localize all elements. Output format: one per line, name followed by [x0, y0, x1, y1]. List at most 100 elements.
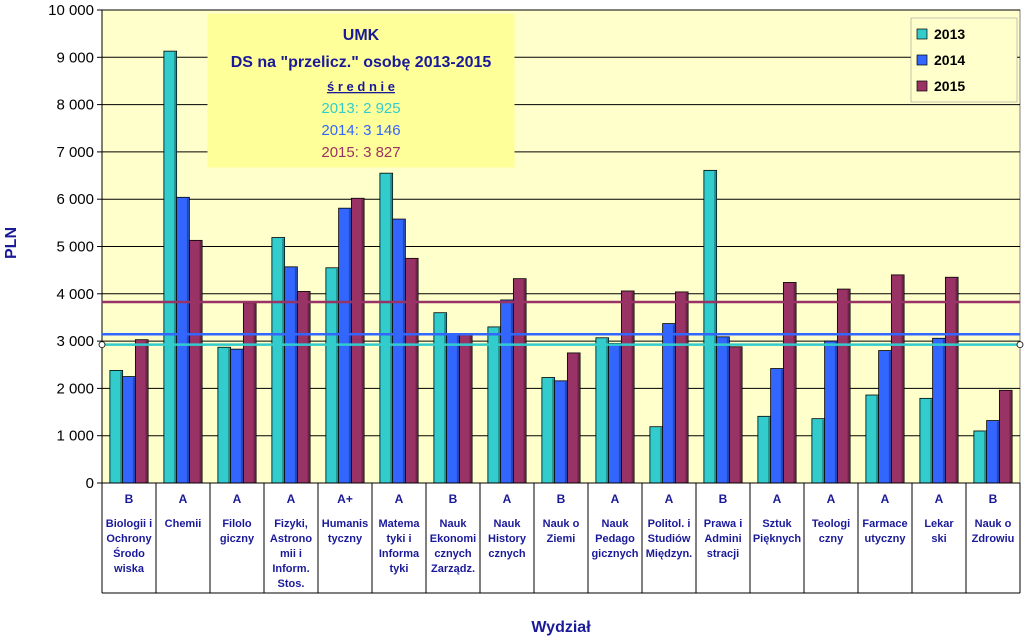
category-label: Teologi: [812, 518, 850, 530]
category-label: Środo: [113, 547, 145, 560]
category-label: Admini: [704, 533, 741, 545]
category-label: Nauk: [440, 518, 468, 530]
x-axis: [101, 482, 1021, 594]
category-label: Informa: [379, 548, 420, 560]
average-line-endpoint: [98, 341, 106, 349]
bar-shade-2015-16: [1009, 391, 1012, 483]
category-grade: A: [503, 492, 512, 506]
y-tick-label: 9 000: [56, 49, 94, 66]
bar-shade-2014-2: [240, 350, 243, 483]
bar-shade-2014-11: [726, 337, 729, 483]
bar-shade-2013-14: [876, 396, 879, 483]
bar-shade-2013-12: [768, 417, 771, 483]
legend: 2013 2014 2015: [910, 17, 1018, 103]
y-tick-label: 5 000: [56, 239, 94, 256]
category-label: Międzyn.: [646, 548, 692, 560]
category-grade: A: [179, 492, 188, 506]
bar-shade-2014-9: [618, 344, 621, 483]
category-label: Nauk: [494, 518, 522, 530]
bar-shade-2013-4: [336, 268, 339, 483]
category-label: Prawa i: [704, 518, 743, 530]
category-label: tyki i: [386, 533, 411, 545]
y-tick-label: 3 000: [56, 333, 94, 350]
category-label: czny: [819, 533, 844, 545]
category-grade: B: [989, 492, 998, 506]
category-label: cznych: [434, 548, 472, 560]
category-label: Matema: [379, 518, 421, 530]
category-label: tyki: [390, 563, 409, 575]
bar-shade-2013-1: [174, 52, 177, 483]
y-axis-ticks: 0 1 000 2 000 3 000 4 000 5 000 6 000 7 000 8 00…: [48, 2, 103, 492]
category-grade: A+: [337, 492, 353, 506]
category-label: Zarządz.: [431, 563, 475, 575]
bar-shade-2014-7: [510, 300, 513, 483]
annotation-box: UMK DS na "przelicz." osobę 2013-2015 ś …: [207, 13, 515, 168]
category-label: Ekonomi: [430, 533, 476, 545]
bar-shade-2013-0: [120, 371, 123, 483]
category-label: Zdrowiu: [972, 533, 1015, 545]
bar-shade-2015-4: [361, 199, 364, 483]
bar-shade-2013-3: [282, 238, 285, 483]
category-label: Astrono: [270, 533, 312, 545]
category-grade: A: [611, 492, 620, 506]
legend-background: [910, 17, 1018, 103]
category-label: Ziemi: [547, 533, 576, 545]
bar-shade-2014-15: [942, 339, 945, 483]
bar-shade-2014-16: [996, 421, 999, 483]
bar-shade-2015-13: [847, 290, 850, 483]
bar-shade-2015-3: [307, 292, 310, 483]
bar-shade-2013-7: [498, 327, 501, 483]
bar-shade-2015-6: [469, 335, 472, 483]
bar-shade-2015-1: [199, 241, 202, 483]
category-label: Pięknych: [753, 533, 802, 545]
averages-heading: ś r e d n i e: [327, 79, 395, 94]
y-tick-label: 10 000: [48, 2, 94, 19]
bar-shade-2015-0: [145, 340, 148, 483]
category-grade: A: [233, 492, 242, 506]
bar-shade-2014-4: [348, 209, 351, 483]
category-grade: A: [395, 492, 404, 506]
bar-shade-2015-10: [685, 292, 688, 483]
category-label: Fizyki,: [274, 518, 308, 530]
category-label: tyczny: [328, 533, 363, 545]
bar-shade-2013-10: [660, 427, 663, 483]
bar-shade-2014-13: [834, 342, 837, 483]
category-label: Nauk o: [543, 518, 580, 530]
annotation-subtitle: DS na "przelicz." osobę 2013-2015: [231, 54, 492, 71]
legend-swatch-2013: [916, 28, 928, 40]
y-tick-label: 7 000: [56, 144, 94, 161]
annotation-background: [207, 13, 515, 168]
category-grade: A: [881, 492, 890, 506]
category-label: Pedago: [595, 533, 635, 545]
category-labels: B Biologii i Ochrony Środo wiska A Chemii A Filo…: [106, 492, 1015, 590]
bar-shade-2013-6: [444, 313, 447, 483]
bar-shade-2015-15: [955, 278, 958, 483]
bar-shade-2013-9: [606, 338, 609, 483]
legend-label-2013: 2013: [934, 26, 965, 42]
category-label: utyczny: [865, 533, 907, 545]
bar-shade-2015-7: [523, 279, 526, 483]
average-lines: [98, 300, 1024, 349]
legend-swatch-2015: [916, 80, 928, 92]
category-label: Lekar: [924, 518, 954, 530]
legend-swatch-2014: [916, 54, 928, 66]
average-line-endpoint: [1016, 341, 1024, 349]
category-grade: A: [287, 492, 296, 506]
y-tick-label: 1 000: [56, 428, 94, 445]
bar-shade-2013-13: [822, 419, 825, 483]
category-label: Inform.: [272, 563, 309, 575]
bar-shade-2015-8: [577, 353, 580, 483]
bars: [109, 50, 1013, 484]
bar-shade-2014-3: [294, 267, 297, 483]
y-axis-title: PLN: [3, 227, 20, 259]
annotation-title: UMK: [343, 27, 380, 44]
bar-shade-2013-8: [552, 378, 555, 483]
category-label: Biologii i: [106, 518, 152, 530]
y-tick-label: 2 000: [56, 380, 94, 397]
bar-shade-2013-2: [228, 348, 231, 483]
bar-shade-2014-10: [672, 324, 675, 483]
average-2013: 2013: 2 925: [321, 100, 400, 117]
bar-shade-2015-12: [793, 283, 796, 483]
bar-shade-2015-9: [631, 291, 634, 483]
